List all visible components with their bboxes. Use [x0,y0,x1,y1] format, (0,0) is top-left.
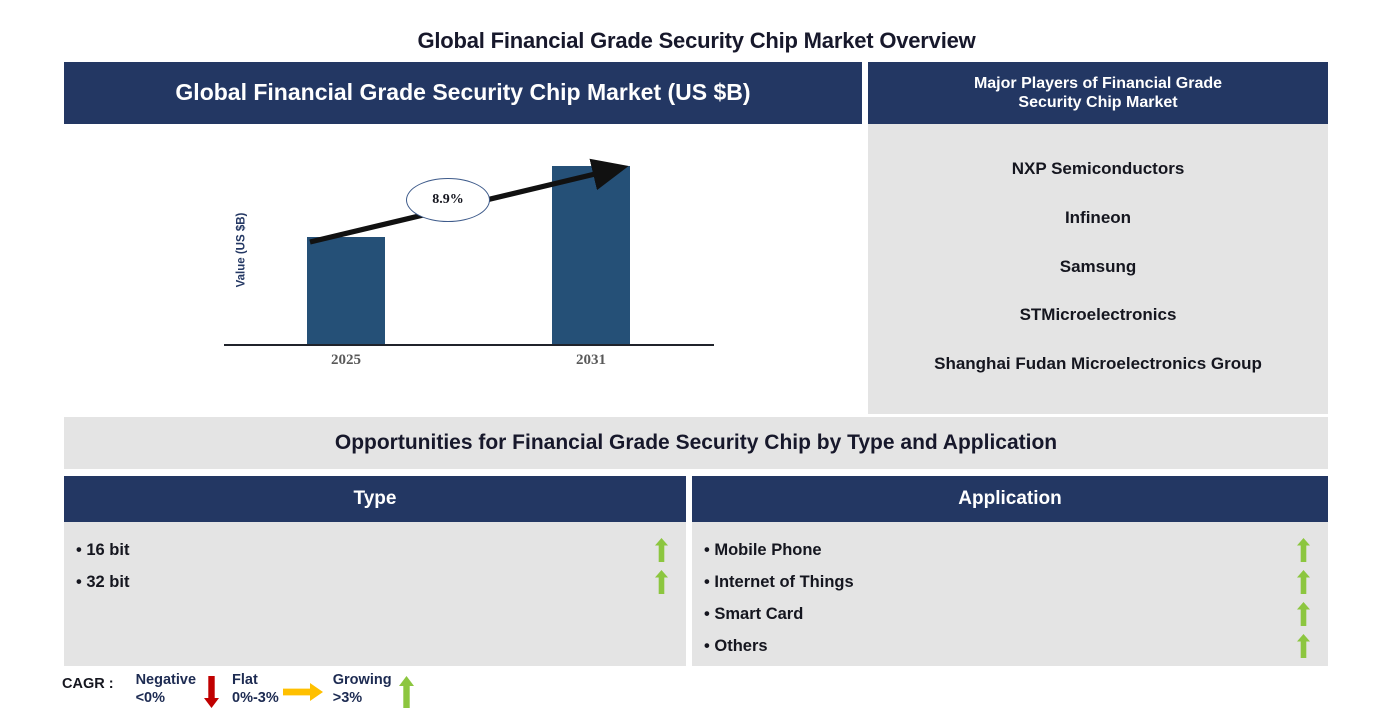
page-title: Global Financial Grade Security Chip Mar… [417,28,976,53]
cagr-legend: CAGR : Negative <0% Flat 0%-3% Growing >… [62,672,428,720]
players-list: NXP Semiconductors Infineon Samsung STMi… [868,124,1328,414]
list-item: Infineon [1064,207,1132,227]
application-item-label: • Smart Card [704,604,804,623]
players-header-line1: Major Players of Financial Grade [973,74,1223,92]
list-item: • Internet of Things [692,566,1328,598]
legend-flat-name: Flat [232,672,258,688]
arrow-up-green-icon [1297,570,1310,594]
opportunities-title: Opportunities for Financial Grade Securi… [334,431,1058,454]
arrow-up-green-icon [655,538,668,562]
type-item-label: • 16 bit [76,540,130,559]
growth-arrow-icon [309,158,629,245]
arrow-up-green-icon [655,570,668,594]
arrow-down-red-icon [196,672,226,712]
list-item: • Smart Card [692,598,1328,630]
legend-flat-range: 0%-3% [232,689,279,706]
arrow-up-green-icon [392,672,422,712]
legend-item-flat: Flat 0%-3% [232,672,327,712]
legend-item-growing: Growing >3% [333,672,422,712]
arrow-right-yellow-icon [279,672,327,712]
chart-body: Value (US $B) 8.9% 2025 2031 So [64,124,862,466]
arrow-up-green-icon [1297,634,1310,658]
opportunities-band: Opportunities for Financial Grade Securi… [64,417,1328,469]
cagr-bubble: 8.9% [406,178,490,222]
type-list: • 16 bit • 32 bit [64,522,686,678]
legend-negative-name: Negative [135,672,197,688]
chart-x-axis-line [224,344,714,346]
cagr-legend-label: CAGR : [62,676,114,692]
list-item: Shanghai Fudan Microelectronics Group [934,354,1262,374]
list-item: NXP Semiconductors [1011,159,1185,179]
arrow-up-green-icon [1297,538,1310,562]
legend-growing-range: >3% [332,689,363,706]
chart-plot-area: 8.9% 2025 2031 [224,146,714,368]
list-item: STMicroelectronics [1019,305,1177,325]
type-panel: Type • 16 bit • 32 bit [64,476,686,666]
type-item-label: • 32 bit [76,572,130,591]
bar-2031 [552,166,630,344]
list-item: • 32 bit [64,566,686,598]
arrow-up-green-icon [1297,602,1310,626]
type-panel-header: Type [64,476,686,522]
list-item: Samsung [1059,256,1137,276]
legend-growing-name: Growing [332,672,392,688]
major-players-panel: Major Players of Financial Grade Securit… [868,62,1328,414]
list-item: • Mobile Phone [692,534,1328,566]
market-chart-panel: Global Financial Grade Security Chip Mar… [64,62,862,466]
players-panel-header: Major Players of Financial Grade Securit… [868,62,1328,124]
application-panel: Application • Mobile Phone • Internet of… [692,476,1328,666]
bar-2025 [307,237,385,344]
application-item-label: • Others [704,636,768,655]
x-tick-2031: 2031 [576,352,606,368]
legend-item-negative: Negative <0% [136,672,226,712]
application-item-label: • Internet of Things [704,572,854,591]
players-header-line2: Security Chip Market [1018,94,1178,111]
list-item: • Others [692,630,1328,662]
application-item-label: • Mobile Phone [704,540,822,559]
chart-panel-header: Global Financial Grade Security Chip Mar… [64,62,862,124]
x-tick-2025: 2025 [331,352,361,368]
application-panel-header: Application [692,476,1328,522]
application-list: • Mobile Phone • Internet of Things • Sm… [692,522,1328,678]
list-item: • 16 bit [64,534,686,566]
legend-negative-range: <0% [135,689,165,706]
